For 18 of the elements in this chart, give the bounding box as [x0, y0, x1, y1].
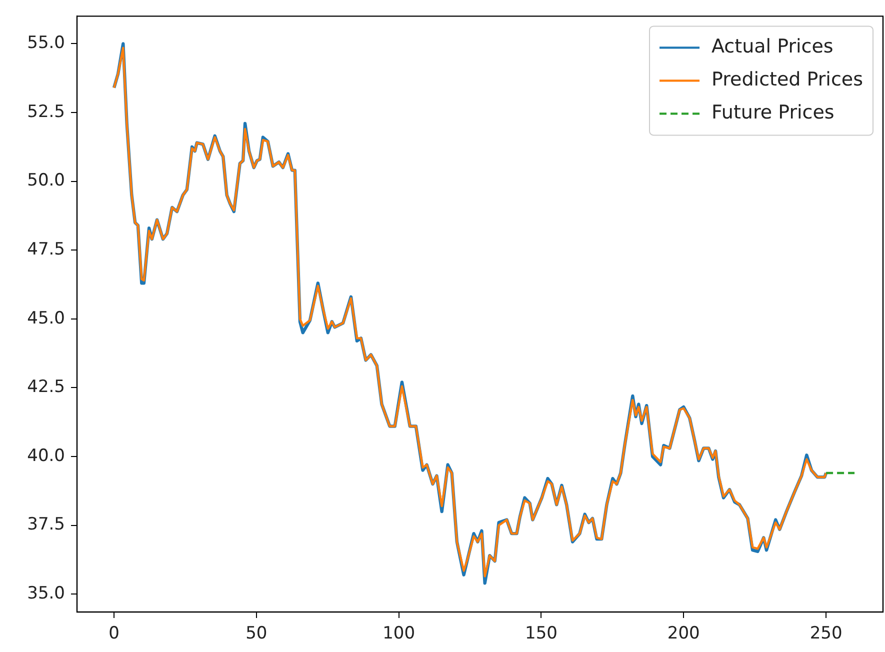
- x-tick-label: 150: [525, 624, 558, 644]
- legend-label: Actual Prices: [712, 36, 834, 58]
- legend-label: Future Prices: [712, 102, 834, 124]
- y-tick-label: 37.5: [27, 514, 65, 535]
- y-tick-label: 42.5: [27, 377, 65, 398]
- x-tick-label: 200: [667, 624, 700, 644]
- y-tick-label: 52.5: [27, 102, 65, 122]
- x-tick-label: 100: [382, 624, 416, 644]
- x-tick-label: 0: [108, 624, 120, 644]
- y-tick-label: 40.0: [27, 446, 65, 466]
- y-tick-label: 47.5: [27, 240, 65, 260]
- y-tick-label: 50.0: [27, 170, 65, 191]
- y-tick-label: 35.0: [27, 584, 65, 604]
- y-tick-label: 45.0: [27, 308, 65, 328]
- y-tick-label: 55.0: [27, 33, 65, 54]
- legend-label: Predicted Prices: [712, 68, 864, 91]
- x-tick-label: 50: [246, 624, 268, 644]
- x-tick-label: 250: [810, 624, 842, 644]
